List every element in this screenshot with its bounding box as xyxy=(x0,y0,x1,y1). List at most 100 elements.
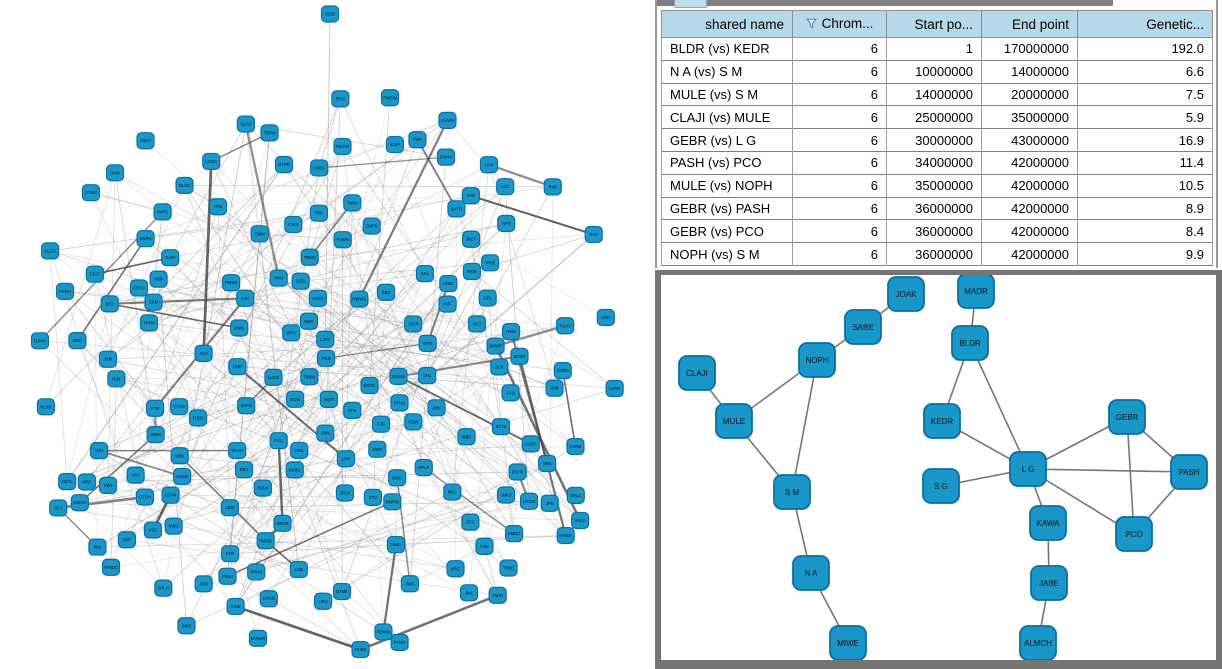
table-cell[interactable]: 35000000 xyxy=(886,173,982,198)
table-cell[interactable]: 42000000 xyxy=(981,173,1078,198)
table-row[interactable]: GEBR (vs) PCO 6 36000000 42000000 8.4 xyxy=(661,219,1213,243)
network-node-shape[interactable] xyxy=(248,629,268,647)
network-node-shape[interactable] xyxy=(508,463,527,481)
network-node-shape[interactable] xyxy=(88,538,107,556)
table-cell[interactable]: 6 xyxy=(792,219,887,243)
network-node[interactable]: PMWJ xyxy=(222,274,241,292)
network-node[interactable]: TPC xyxy=(309,204,329,222)
network-node[interactable]: LJJN xyxy=(291,272,310,290)
network-node[interactable]: LBM xyxy=(220,499,239,517)
table-cell[interactable]: 10.5 xyxy=(1077,173,1213,198)
network-node-shape[interactable] xyxy=(605,379,624,398)
network-node-shape[interactable] xyxy=(236,289,255,307)
network-node-shape[interactable] xyxy=(951,325,989,361)
network-node-shape[interactable] xyxy=(230,319,249,337)
table-cell[interactable]: GEBR (vs) PASH xyxy=(661,196,793,220)
network-node[interactable]: HJDH xyxy=(521,435,540,453)
network-node[interactable]: CFC xyxy=(461,513,480,531)
table-cell[interactable]: CLAJI (vs) MULE xyxy=(661,105,793,129)
network-node-shape[interactable] xyxy=(438,295,457,313)
network-node[interactable]: JBMS xyxy=(146,426,165,444)
network-node-shape[interactable] xyxy=(89,441,109,460)
network-node[interactable]: DKWB xyxy=(389,367,408,385)
column-header-end-point[interactable]: End point xyxy=(981,10,1078,38)
table-cell[interactable]: 42000000 xyxy=(981,242,1078,266)
network-node[interactable]: FVS xyxy=(501,384,520,402)
network-node-shape[interactable] xyxy=(136,230,155,248)
network-node[interactable]: LNNL xyxy=(230,319,249,337)
table-row[interactable]: PASH (vs) PCO 6 34000000 42000000 11.4 xyxy=(661,150,1213,175)
network-node[interactable]: DHM xyxy=(105,164,125,182)
network-node[interactable]: STMG xyxy=(81,184,100,202)
network-node[interactable]: TKNJ xyxy=(343,194,362,212)
network-node-shape[interactable] xyxy=(98,476,118,494)
network-node-shape[interactable] xyxy=(331,90,350,108)
network-edge[interactable] xyxy=(1126,416,1135,535)
network-node-shape[interactable] xyxy=(350,290,369,308)
network-node[interactable]: HMJ xyxy=(269,269,288,287)
network-node[interactable]: CHD xyxy=(228,358,247,376)
network-node[interactable]: SCK xyxy=(490,358,509,376)
network-node[interactable]: CKM xyxy=(144,293,163,311)
network-node-shape[interactable] xyxy=(107,370,126,388)
table-row[interactable]: MULE (vs) S M 6 14000000 20000000 7.5 xyxy=(661,82,1213,106)
network-node-shape[interactable] xyxy=(101,558,121,576)
network-node-shape[interactable] xyxy=(286,390,305,408)
network-node-shape[interactable] xyxy=(333,137,352,156)
network-node[interactable]: NOPH xyxy=(798,342,836,378)
network-node-shape[interactable] xyxy=(247,563,266,581)
network-node[interactable]: RPLF xyxy=(414,459,433,477)
network-node[interactable]: FRHS xyxy=(247,563,266,581)
network-node[interactable]: LSB xyxy=(289,560,308,579)
table-cell[interactable]: 170000000 xyxy=(981,37,1078,61)
network-node-shape[interactable] xyxy=(461,187,480,205)
network-node-shape[interactable] xyxy=(374,623,393,641)
network-node-shape[interactable] xyxy=(553,362,572,380)
network-node[interactable]: PJM xyxy=(475,537,494,555)
network-node[interactable]: BLDR xyxy=(951,325,989,361)
network-node[interactable]: HLBS xyxy=(351,640,370,659)
network-node[interactable]: NVBG xyxy=(285,461,304,479)
network-node-shape[interactable] xyxy=(478,289,497,307)
network-node[interactable]: KLHK xyxy=(36,398,56,416)
network-node[interactable]: JVN xyxy=(316,424,335,442)
network-node[interactable]: N A xyxy=(792,555,830,591)
network-node-shape[interactable] xyxy=(194,575,213,593)
table-cell[interactable]: 6 xyxy=(792,82,887,106)
network-node[interactable]: RJN xyxy=(107,370,126,388)
network-node[interactable]: GNPK xyxy=(362,217,381,235)
network-node-shape[interactable] xyxy=(467,315,487,333)
network-node[interactable]: JHM xyxy=(427,399,446,417)
network-node-shape[interactable] xyxy=(129,279,149,297)
network-node-shape[interactable] xyxy=(300,368,319,386)
network-node-shape[interactable] xyxy=(30,332,50,350)
table-tab-fragment[interactable] xyxy=(674,0,707,8)
network-node-shape[interactable] xyxy=(285,461,304,479)
network-node-shape[interactable] xyxy=(36,398,56,416)
network-node[interactable]: JBGD xyxy=(308,289,327,307)
network-node[interactable]: LRR xyxy=(336,450,356,468)
network-node-shape[interactable] xyxy=(1030,565,1068,601)
network-node-shape[interactable] xyxy=(377,283,396,301)
network-node-shape[interactable] xyxy=(887,276,925,312)
network-node[interactable]: FMR xyxy=(408,131,427,149)
network-node-shape[interactable] xyxy=(149,270,168,288)
network-node[interactable]: LSMC xyxy=(439,274,458,293)
network-node-shape[interactable] xyxy=(798,342,836,378)
network-node-shape[interactable] xyxy=(308,289,327,307)
network-node-shape[interactable] xyxy=(418,367,437,385)
network-node[interactable]: DLSC xyxy=(175,176,194,195)
network-node[interactable]: NFS xyxy=(343,401,362,419)
network-node[interactable]: KRC xyxy=(446,560,465,578)
network-node[interactable]: GEBR xyxy=(1108,399,1146,435)
network-node-shape[interactable] xyxy=(40,242,60,260)
network-node[interactable]: NRGK xyxy=(273,514,292,532)
network-node[interactable]: MSK xyxy=(170,447,189,465)
network-node[interactable]: KFJ xyxy=(467,315,487,333)
network-node-shape[interactable] xyxy=(208,198,228,216)
network-node[interactable]: VKGB xyxy=(173,467,192,486)
network-node[interactable]: FJRS xyxy=(284,215,303,234)
network-node-shape[interactable] xyxy=(226,597,245,616)
network-node[interactable]: L G xyxy=(1009,451,1047,487)
network-node[interactable]: DJMH xyxy=(30,332,50,350)
